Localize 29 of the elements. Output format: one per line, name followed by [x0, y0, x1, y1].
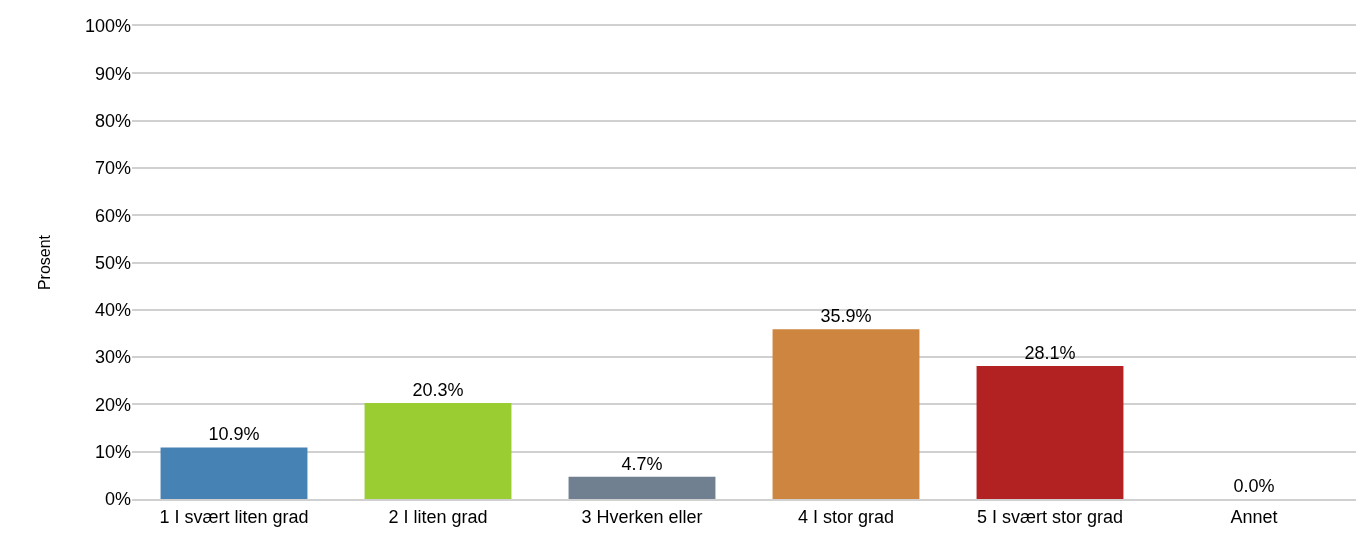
bar	[976, 366, 1124, 499]
bar	[772, 329, 920, 499]
data-label: 4.7%	[621, 453, 663, 474]
x-tick-label: 1 I svært liten grad	[159, 506, 309, 527]
y-tick-label: 30%	[94, 347, 131, 368]
x-tick-label: 4 I stor grad	[797, 506, 895, 527]
x-tick-label: Annet	[1230, 506, 1278, 527]
y-tick-label: 50%	[94, 252, 131, 273]
data-label: 10.9%	[208, 424, 260, 445]
data-label: 35.9%	[820, 306, 872, 327]
x-tick-label: 2 I liten grad	[388, 506, 488, 527]
bar	[160, 447, 308, 499]
y-tick-label: 40%	[94, 300, 131, 321]
data-label: 28.1%	[1024, 343, 1076, 364]
y-tick-label: 70%	[94, 158, 131, 179]
y-tick-label: 20%	[94, 394, 131, 415]
y-tick-label: 80%	[94, 110, 131, 131]
y-tick-label: 0%	[104, 489, 131, 510]
x-tick-label: 3 Hverken eller	[581, 506, 703, 527]
bar	[568, 476, 716, 499]
y-tick-label: 60%	[94, 205, 131, 226]
y-axis-title: Prosent	[35, 234, 53, 291]
data-label: 20.3%	[412, 379, 464, 400]
y-tick-label: 90%	[94, 63, 131, 84]
data-label: 0.0%	[1233, 476, 1275, 496]
y-tick-label: 10%	[94, 442, 131, 462]
x-tick-label: 5 I svært stor grad	[976, 506, 1124, 527]
y-tick-label: 100%	[84, 16, 131, 37]
bar	[364, 402, 512, 499]
